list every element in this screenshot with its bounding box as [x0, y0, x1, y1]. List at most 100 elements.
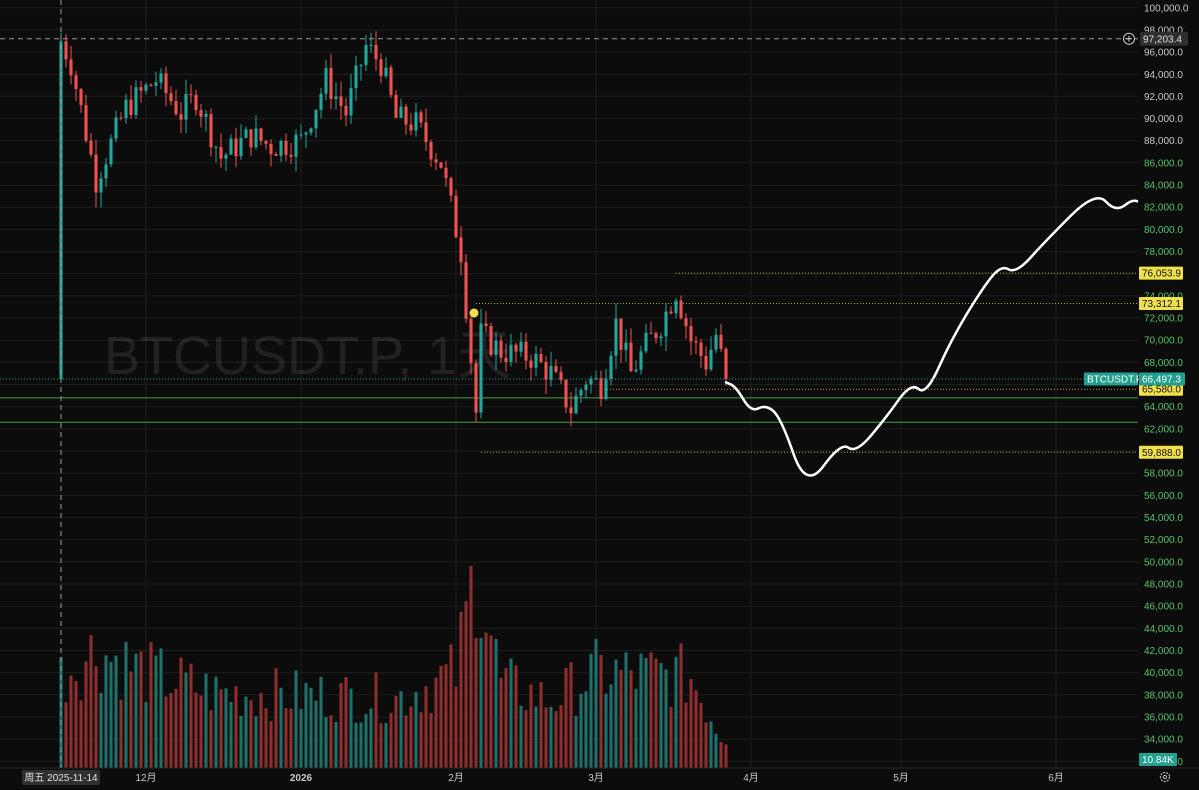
candle-body	[589, 378, 593, 385]
candle-body	[509, 344, 513, 363]
candle-body	[564, 380, 568, 408]
candle-body	[264, 140, 268, 144]
volume-bar	[499, 677, 503, 768]
candle-body	[384, 67, 388, 77]
volume-bar	[359, 722, 363, 768]
symbol-tag-label: BTCUSDT.P	[1087, 375, 1143, 386]
candle-body	[449, 178, 453, 196]
price-tick-label: 72,000.0	[1144, 314, 1183, 325]
volume-bar	[144, 702, 148, 768]
volume-bar	[659, 663, 663, 768]
price-tick-label: 68,000.0	[1144, 358, 1183, 369]
volume-bar	[179, 657, 183, 768]
price-tick-label: 82,000.0	[1144, 203, 1183, 214]
volume-bar	[629, 670, 633, 768]
candle-body	[629, 342, 633, 372]
volume-bar	[469, 566, 473, 768]
volume-bar	[644, 657, 648, 768]
volume-bar	[514, 665, 518, 768]
volume-bar	[399, 691, 403, 768]
crosshair-date-box	[22, 770, 100, 785]
time-axis[interactable]: 12月 2026 2月 3月 4月 5月 6月 周五 2025-11-14	[0, 767, 1199, 790]
volume-bar	[449, 644, 453, 768]
volume-bar	[129, 671, 133, 768]
candle-body	[329, 68, 333, 100]
price-tick-label: 44,000.0	[1144, 624, 1183, 635]
candle-body	[114, 117, 118, 139]
last-price-box	[1139, 372, 1185, 386]
candle-body	[109, 138, 113, 165]
candle-body	[334, 96, 338, 100]
volume-bar	[174, 688, 178, 768]
candle-body	[174, 101, 178, 114]
candle-body	[524, 341, 528, 361]
volume-bar	[704, 722, 708, 768]
volume-bar	[389, 712, 393, 768]
volume-bar	[309, 687, 313, 768]
volume-bar	[154, 655, 158, 768]
volume-bar	[119, 699, 123, 768]
volume-bar	[294, 670, 298, 768]
plus-circle-icon[interactable]	[1123, 32, 1135, 45]
price-tick-label: 70,000.0	[1144, 336, 1183, 347]
volume-bars	[59, 566, 728, 768]
candle-body	[669, 311, 673, 314]
candle-body	[534, 353, 538, 368]
volume-bar	[564, 668, 568, 768]
candle-body	[99, 178, 103, 193]
price-tick-label: 90,000.0	[1144, 114, 1183, 125]
price-tag-label: 73,312.1	[1142, 299, 1181, 310]
volume-bar	[724, 744, 728, 768]
price-tick-label: 54,000.0	[1144, 513, 1183, 524]
volume-bar	[204, 673, 208, 768]
volume-bar	[714, 733, 718, 768]
gear-ring	[1159, 771, 1171, 783]
volume-bar	[149, 642, 153, 768]
volume-bar	[699, 703, 703, 768]
volume-bar	[334, 721, 338, 768]
candle-body	[459, 237, 463, 263]
volume-bar	[89, 635, 93, 768]
volume-bar	[444, 664, 448, 768]
candle-body	[619, 318, 623, 350]
volume-bar	[414, 691, 418, 768]
candle-body	[494, 340, 498, 355]
price-tick-label: 36,000.0	[1144, 713, 1183, 724]
candle-body	[659, 336, 663, 339]
volume-bar	[464, 601, 468, 768]
price-tick-label: 84,000.0	[1144, 181, 1183, 192]
candle-body	[239, 137, 243, 157]
candle-body	[74, 75, 78, 90]
volume-bar	[169, 692, 173, 768]
candle-body	[634, 369, 638, 372]
price-axis[interactable]: 100,000.0 98,000.0 96,000.0 94,000.0 92,000.…	[0, 0, 1199, 768]
candle-body	[504, 357, 508, 363]
price-tick-label: 80,000.0	[1144, 225, 1183, 236]
volume-bar	[614, 659, 618, 768]
volume-bar	[324, 717, 328, 768]
candle-body	[249, 129, 253, 148]
volume-bar	[274, 668, 278, 768]
price-tag-box	[1139, 266, 1183, 280]
price-tick-label: 64,000.0	[1144, 402, 1183, 413]
price-tag-box	[1139, 297, 1183, 311]
time-tick-label: 4月	[743, 772, 759, 784]
volume-bar	[299, 708, 303, 768]
volume-bar	[654, 658, 658, 768]
candle-body	[259, 128, 263, 141]
candle-body	[414, 112, 418, 131]
price-tick-label: 78,000.0	[1144, 247, 1183, 258]
volume-bar	[599, 654, 603, 768]
candle-body	[164, 73, 168, 94]
volume-bar	[184, 672, 188, 768]
gear-icon[interactable]	[1159, 771, 1171, 783]
volume-bar	[459, 611, 463, 768]
volume-bar	[584, 691, 588, 768]
candle-body	[244, 129, 248, 138]
candle-body	[389, 67, 393, 96]
volume-bar	[74, 680, 78, 768]
last-price-label: 66,497.3	[1142, 375, 1181, 386]
volume-bar	[669, 707, 673, 768]
price-tag-label: 76,053.9	[1142, 269, 1181, 280]
